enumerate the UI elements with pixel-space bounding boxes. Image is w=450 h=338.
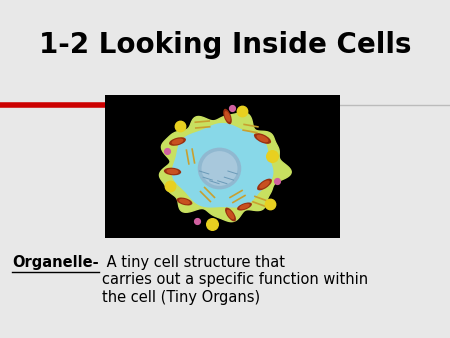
Text: 1-2 Looking Inside Cells: 1-2 Looking Inside Cells <box>39 31 411 59</box>
Circle shape <box>194 219 200 224</box>
Ellipse shape <box>202 151 238 186</box>
Ellipse shape <box>239 204 250 209</box>
Ellipse shape <box>256 135 269 142</box>
Bar <box>105 95 340 238</box>
Ellipse shape <box>179 199 190 204</box>
Ellipse shape <box>225 111 230 122</box>
Circle shape <box>230 105 235 112</box>
Ellipse shape <box>198 148 241 189</box>
Polygon shape <box>159 113 291 222</box>
Text: Organelle-: Organelle- <box>12 255 99 270</box>
Circle shape <box>267 151 278 162</box>
Circle shape <box>165 149 171 154</box>
Ellipse shape <box>254 133 271 144</box>
Ellipse shape <box>176 197 193 206</box>
Circle shape <box>274 178 280 185</box>
Circle shape <box>237 106 248 117</box>
Ellipse shape <box>169 137 186 146</box>
Ellipse shape <box>166 169 179 174</box>
Circle shape <box>207 219 218 230</box>
Polygon shape <box>172 124 273 207</box>
Circle shape <box>266 199 276 210</box>
Circle shape <box>176 121 186 132</box>
Ellipse shape <box>257 178 272 190</box>
Ellipse shape <box>237 202 252 211</box>
Text: A tiny cell structure that
carries out a specific function within
the cell (Tiny: A tiny cell structure that carries out a… <box>102 255 368 305</box>
Ellipse shape <box>259 180 270 189</box>
Ellipse shape <box>227 210 234 219</box>
Circle shape <box>165 181 176 192</box>
Ellipse shape <box>223 109 232 124</box>
Ellipse shape <box>171 139 184 145</box>
Ellipse shape <box>164 168 181 175</box>
Ellipse shape <box>225 208 236 221</box>
